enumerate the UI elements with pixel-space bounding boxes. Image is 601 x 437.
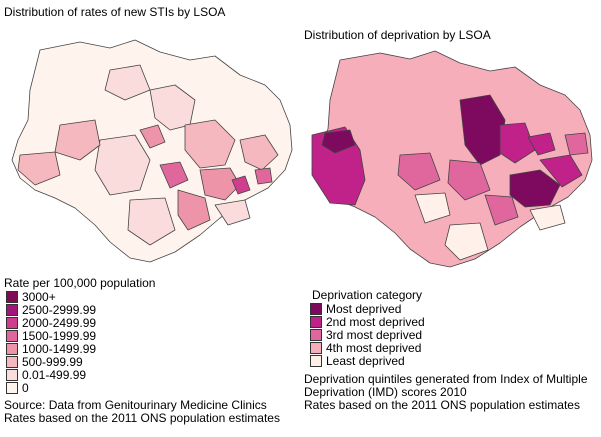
legend-label: 3rd most deprived xyxy=(326,328,423,342)
left-source-note: Source: Data from Genitourinary Medicine… xyxy=(4,398,267,412)
legend-label: 0 xyxy=(22,381,29,395)
legend-swatch xyxy=(6,382,18,394)
sti-rate-map xyxy=(11,39,293,263)
legend-swatch xyxy=(310,316,322,328)
legend-label: 1000-1499.99 xyxy=(22,342,97,356)
left-legend-item: 500-999.99 xyxy=(6,355,83,369)
legend-swatch xyxy=(310,342,322,354)
lsoa-area xyxy=(254,167,273,185)
right-legend-item: 2nd most deprived xyxy=(310,315,425,329)
left-legend-item: 2500-2999.99 xyxy=(6,303,96,317)
legend-label: 500-999.99 xyxy=(22,355,83,369)
lsoa-area xyxy=(127,197,176,246)
legend-label: 2500-2999.99 xyxy=(22,303,97,317)
legend-swatch xyxy=(310,329,322,341)
legend-swatch xyxy=(6,343,18,355)
lsoa-area xyxy=(321,129,356,154)
lsoa-area xyxy=(17,151,61,186)
legend-swatch xyxy=(6,330,18,342)
legend-swatch xyxy=(6,317,18,329)
deprivation-map xyxy=(311,50,593,268)
lsoa-area xyxy=(54,119,101,161)
legend-label: 2nd most deprived xyxy=(326,315,425,329)
lsoa-area xyxy=(509,169,561,208)
lsoa-area xyxy=(539,154,583,188)
lsoa-area xyxy=(184,119,236,169)
left-legend-item: 1500-1999.99 xyxy=(6,329,96,343)
legend-label: 3000+ xyxy=(22,290,56,304)
lsoa-area xyxy=(199,167,241,201)
right-legend-item: Most deprived xyxy=(310,302,401,316)
lsoa-area xyxy=(231,175,251,195)
legend-label: 1500-1999.99 xyxy=(22,329,97,343)
legend-label: Most deprived xyxy=(326,302,402,316)
left-legend-item: 2000-2499.99 xyxy=(6,316,96,330)
left-legend-item: 1000-1499.99 xyxy=(6,342,96,356)
legend-swatch xyxy=(6,356,18,368)
legend-label: 2000-2499.99 xyxy=(22,316,97,330)
left-map-title: Distribution of rates of new STIs by LSO… xyxy=(4,5,226,19)
left-legend-item: 0.01-499.99 xyxy=(6,368,86,382)
legend-swatch xyxy=(6,291,18,303)
lsoa-area xyxy=(459,94,506,166)
lsoa-area xyxy=(397,152,441,191)
legend-swatch xyxy=(6,304,18,316)
left-population-note: Rates based on the 2011 ONS population e… xyxy=(4,411,280,425)
right-legend-item: 3rd most deprived xyxy=(310,328,422,342)
right-legend-title: Deprivation category xyxy=(312,288,423,302)
lsoa-area xyxy=(564,132,589,156)
legend-swatch xyxy=(310,303,322,315)
legend-swatch xyxy=(6,369,18,381)
lsoa-area xyxy=(214,199,251,226)
lsoa-area xyxy=(177,189,211,231)
right-imd-note: Deprivation quintiles generated from Ind… xyxy=(304,372,588,386)
lsoa-area xyxy=(444,222,489,261)
lsoa-area xyxy=(414,192,451,224)
left-legend-title: Rate per 100,000 population xyxy=(4,276,156,290)
lsoa-area xyxy=(104,64,151,101)
lsoa-area xyxy=(447,159,491,201)
legend-swatch xyxy=(310,355,322,367)
right-map-title: Distribution of deprivation by LSOA xyxy=(304,28,491,42)
legend-label: 4th most deprived xyxy=(326,341,422,355)
lsoa-area xyxy=(529,204,566,231)
left-legend-item: 0 xyxy=(6,381,29,395)
right-imd-note-cont: Deprivation (IMD) scores 2010 xyxy=(304,385,467,399)
right-population-note: Rates based on the 2011 ONS population e… xyxy=(304,398,580,412)
legend-label: 0.01-499.99 xyxy=(22,368,87,382)
right-legend-item: 4th most deprived xyxy=(310,341,421,355)
lsoa-area xyxy=(527,132,556,156)
lsoa-area xyxy=(499,122,536,164)
lsoa-area xyxy=(159,161,189,189)
lsoa-area xyxy=(239,134,279,171)
lsoa-area xyxy=(484,194,519,226)
left-legend-item: 3000+ xyxy=(6,290,56,304)
lsoa-area xyxy=(94,134,151,196)
right-legend-item: Least deprived xyxy=(310,354,405,368)
lsoa-area xyxy=(139,124,166,149)
legend-label: Least deprived xyxy=(326,354,405,368)
